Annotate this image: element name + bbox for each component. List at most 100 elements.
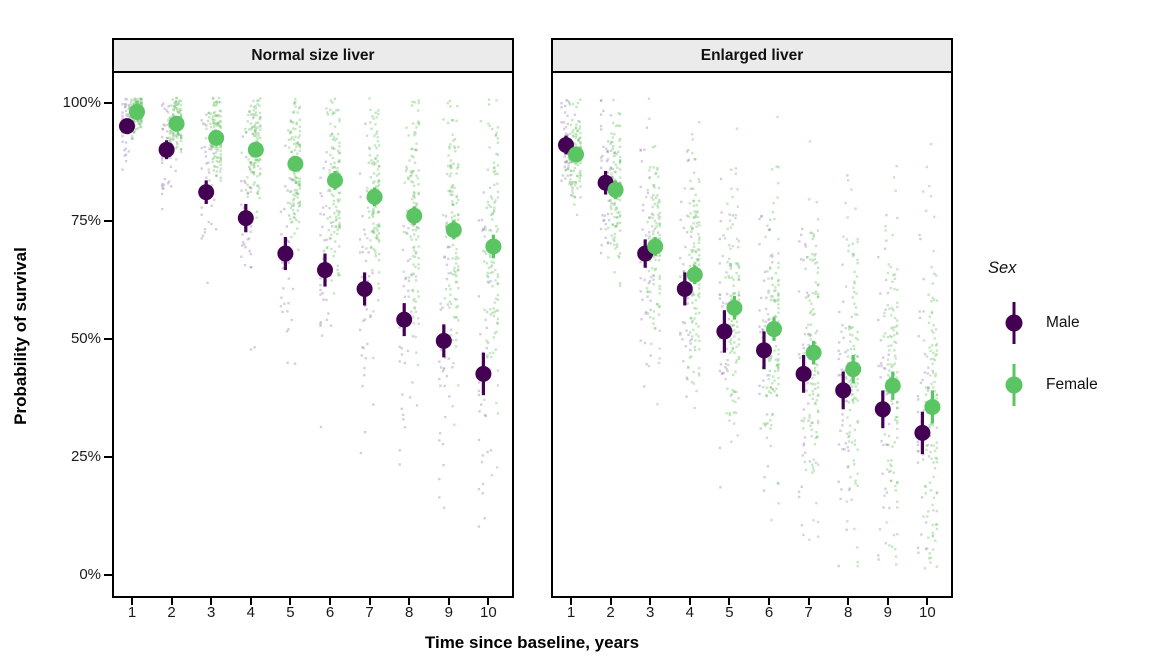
jitter-dot-female [178,111,181,114]
jitter-dot-female [649,276,653,279]
jitter-dot-female [492,336,495,339]
facet-strip-label: Enlarged liver [700,46,804,64]
point-male-year-8 [835,382,852,399]
jitter-dot-female [847,465,850,468]
jitter-dot-female [569,169,573,172]
jitter-dot-female [444,224,448,228]
jitter-dot-male [648,237,651,240]
jitter-dot-male [365,189,369,193]
jitter-dot-female [570,182,574,185]
jitter-dot-female [255,210,259,213]
jitter-dot-female [291,127,295,130]
jitter-dot-female [896,427,899,431]
jitter-dot-female [810,421,813,424]
jitter-dot-female [806,255,809,259]
jitter-dot-female [416,290,420,293]
jitter-dot-female [414,148,418,152]
jitter-dot-female [219,153,222,156]
jitter-dot-male [884,308,887,311]
jitter-dot-male [884,487,887,490]
point-male-year-9 [874,401,891,418]
jitter-dot-female [811,390,814,393]
jitter-dot-male [160,161,164,165]
jitter-dot-female [698,238,701,241]
jitter-dot-male [884,278,888,282]
jitter-dot-female [693,216,696,219]
jitter-dot-male [442,367,446,370]
jitter-dot-male [639,290,642,293]
jitter-dot-female [258,186,261,190]
jitter-dot-female [417,235,420,238]
jitter-dot-female [809,323,813,326]
jitter-dot-female [574,136,578,139]
jitter-dot-female [253,129,257,132]
jitter-dot-male [328,207,331,210]
jitter-dot-female [894,357,897,360]
jitter-dot-female [448,245,452,248]
jitter-dot-female [733,335,736,338]
jitter-dot-female [325,107,328,110]
jitter-dot-male [250,187,253,190]
jitter-dot-female [896,436,899,439]
jitter-dot-female [618,176,622,179]
jitter-dot-female [694,251,698,254]
jitter-dot-male [718,293,722,296]
jitter-dot-female [176,145,179,148]
jitter-dot-male [320,334,324,337]
jitter-dot-female [170,115,174,118]
jitter-dot-female [856,313,859,316]
jitter-dot-male [167,105,170,108]
jitter-dot-female [690,381,694,384]
jitter-dot-female [298,200,302,203]
jitter-dot-female [697,335,700,338]
jitter-dot-male [279,305,283,308]
jitter-dot-female [483,235,486,238]
jitter-dot-female [767,357,770,360]
jitter-dot-male [919,237,922,241]
jitter-dot-female [338,120,341,123]
jitter-dot-female [293,138,296,141]
jitter-dot-male [926,389,930,392]
jitter-dot-female [328,172,331,175]
jitter-dot-female [414,265,417,268]
jitter-dot-female [293,216,296,220]
jitter-dot-female [573,167,577,170]
jitter-dot-female [696,259,699,262]
jitter-dot-male [568,101,571,104]
jitter-dot-male [442,464,445,467]
jitter-dot-male [398,463,401,466]
jitter-dot-female [890,335,893,339]
jitter-dot-female [451,243,455,247]
jitter-dot-female [766,270,769,273]
jitter-dot-male [721,372,724,375]
jitter-dot-female [570,173,573,177]
jitter-dot-female [774,358,778,361]
point-female-year-8 [845,361,862,378]
jitter-dot-female [889,463,892,466]
jitter-dot-female [415,203,418,206]
jitter-dot-female [328,169,331,172]
jitter-dot-male [215,228,218,231]
jitter-dot-female [851,242,854,245]
jitter-dot-female [770,277,773,281]
jitter-dot-male [923,371,926,374]
x-axis-tick [570,598,572,605]
jitter-dot-female [372,215,375,218]
x-axis-tick [926,598,929,605]
jitter-dot-male [281,310,284,314]
jitter-dot-female [329,108,332,111]
jitter-dot-female [645,310,648,314]
jitter-dot-male [439,384,442,387]
jitter-dot-female [771,382,774,385]
jitter-dot-female [289,138,293,141]
jitter-dot-female [254,130,257,133]
jitter-dot-male [563,104,567,108]
jitter-dot-male [451,193,454,197]
jitter-dot-female [893,418,897,421]
jitter-dot-female [648,117,651,120]
jitter-dot-female [809,382,813,385]
jitter-dot-male [800,485,803,488]
jitter-dot-female [167,111,170,114]
jitter-dot-female [813,443,816,446]
jitter-dot-male [402,225,405,228]
